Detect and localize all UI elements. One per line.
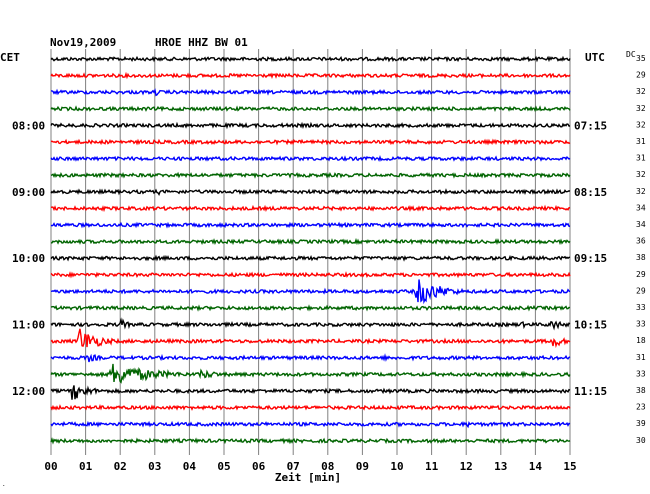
x-tick-label: 14: [529, 460, 543, 473]
x-tick-label: 01: [79, 460, 93, 473]
right-time-label: 10:15: [574, 319, 607, 332]
trace-row: [50, 254, 571, 262]
dc-value: 34: [636, 203, 646, 212]
x-tick-label: 11: [425, 460, 439, 473]
right-timezone-label: UTC: [585, 51, 605, 64]
x-tick-label: 15: [563, 460, 576, 473]
trace-row: [50, 304, 571, 312]
trace-row: [50, 328, 571, 348]
dc-value: 31: [636, 353, 646, 362]
trace-row: [50, 279, 571, 305]
seismic-traces: [50, 55, 571, 445]
trace-row: [51, 88, 571, 97]
left-timezone-label: CET: [0, 51, 20, 64]
right-time-labels: 07:15 08:15 09:15 10:15 11:15: [574, 119, 607, 398]
dc-value: 33: [636, 369, 646, 378]
trace-row: [50, 171, 571, 179]
x-tick-label: 13: [494, 460, 507, 473]
trace-row: [50, 204, 571, 213]
trace-row: [50, 437, 571, 445]
corner-mark: .: [2, 481, 6, 488]
x-tick-label: 06: [252, 460, 266, 473]
trace-row: [50, 121, 570, 130]
left-time-label: 12:00: [12, 385, 45, 398]
dc-value: 36: [636, 237, 646, 246]
x-tick-label: 05: [217, 460, 230, 473]
x-tick-label: 00: [44, 460, 57, 473]
x-tick-label: 03: [148, 460, 161, 473]
dc-value: 32: [636, 104, 646, 113]
trace-row: [50, 71, 571, 80]
x-axis-ticks: 00 01 02 03 04 05 06 07 08 09 10 11 12 13 14 15: [44, 460, 576, 473]
dc-value: 29: [636, 286, 646, 295]
right-time-label: 09:15: [574, 252, 607, 265]
x-tick-label: 04: [183, 460, 197, 473]
x-tick-label: 07: [287, 460, 300, 473]
dc-value: 38: [636, 386, 646, 395]
dc-value: 29: [636, 71, 646, 80]
dc-value: 29: [636, 270, 646, 279]
trace-row: [50, 404, 571, 412]
trace-row: [50, 221, 571, 229]
trace-row: [50, 105, 571, 113]
dc-value: 33: [636, 320, 646, 329]
left-time-labels: 08:00 09:00 10:00 11:00 12:00: [12, 119, 45, 398]
date-label: Nov19,2009: [50, 36, 116, 49]
minute-grid: [50, 49, 571, 455]
trace-row: [50, 55, 571, 63]
right-time-label: 07:15: [574, 119, 607, 132]
dc-value: 39: [636, 419, 646, 428]
dc-value: 32: [636, 170, 646, 179]
trace-row: [50, 154, 571, 162]
trace-row: [50, 138, 571, 146]
left-time-label: 10:00: [12, 252, 45, 265]
x-tick-label: 08: [321, 460, 334, 473]
trace-row: [50, 237, 571, 246]
dc-value: 32: [636, 187, 646, 196]
trace-row: [50, 271, 571, 279]
left-time-label: 08:00: [12, 119, 45, 132]
trace-row: [50, 188, 571, 196]
right-time-label: 11:15: [574, 385, 607, 398]
trace-row: [50, 385, 571, 400]
x-tick-label: 10: [390, 460, 403, 473]
dc-header-label: DC: [626, 50, 636, 59]
trace-row: [50, 317, 571, 331]
right-time-label: 08:15: [574, 186, 607, 199]
dc-value: 31: [636, 137, 646, 146]
dc-value: 33: [636, 303, 646, 312]
left-time-label: 11:00: [12, 319, 45, 332]
trace-row: [50, 420, 571, 429]
dc-value: 32: [636, 120, 646, 129]
dc-value: 38: [636, 253, 646, 262]
dc-value: 31: [636, 154, 646, 163]
dc-value-labels: 35 29 32 32 32 31 31 32 32 34 34 36 38 29 29 33 33 18 31 33…: [636, 54, 646, 445]
dc-value: 23: [636, 403, 646, 412]
dc-value: 35: [636, 54, 646, 63]
x-axis-label: Zeit [min]: [275, 471, 341, 484]
x-tick-label: 12: [460, 460, 473, 473]
dc-value: 32: [636, 87, 646, 96]
station-label: HROE HHZ BW 01: [155, 36, 248, 49]
dc-value: 34: [636, 220, 646, 229]
dc-value: 18: [636, 336, 646, 345]
x-tick-label: 09: [356, 460, 369, 473]
dc-value: 30: [636, 436, 646, 445]
x-tick-label: 02: [114, 460, 127, 473]
trace-row: [50, 363, 571, 384]
trace-row: [50, 353, 571, 363]
left-time-label: 09:00: [12, 186, 45, 199]
